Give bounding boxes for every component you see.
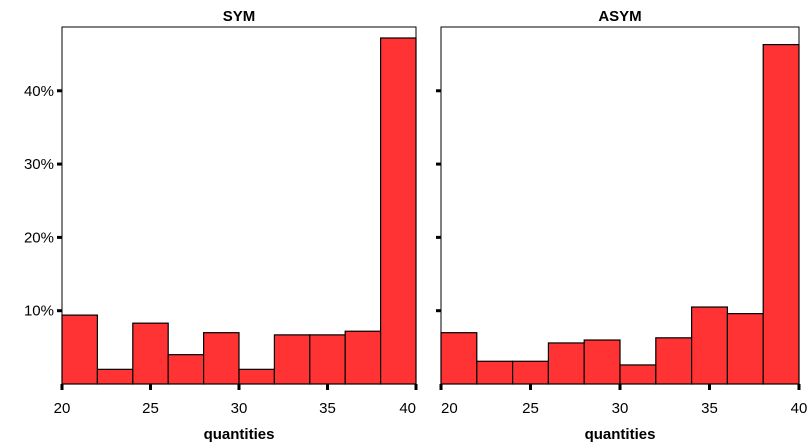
y-tick-label: 10% — [24, 303, 54, 320]
histogram-bar — [273, 334, 311, 385]
x-tick-label: 30 — [231, 400, 248, 417]
histogram-bar — [380, 37, 417, 385]
histogram-bar — [167, 354, 205, 385]
y-tick-label: 40% — [24, 83, 54, 100]
x-tick-label: 35 — [701, 400, 718, 417]
x-tick-label: 20 — [54, 400, 71, 417]
x-axis-label: quantities — [585, 426, 656, 443]
x-tick-label: 20 — [441, 400, 458, 417]
histogram-bar — [511, 360, 549, 385]
chart-title: SYM — [223, 8, 256, 25]
histogram-bar — [655, 337, 693, 385]
histogram-bar — [344, 330, 382, 385]
histogram-bar — [762, 43, 800, 385]
x-tick-label: 40 — [791, 400, 808, 417]
x-tick-label: 25 — [522, 400, 539, 417]
histogram-bar — [547, 342, 585, 385]
histogram-bar — [619, 364, 657, 385]
histogram-bar — [583, 339, 621, 385]
y-tick-label: 30% — [24, 156, 54, 173]
histogram-bar — [132, 322, 169, 385]
histogram-bar — [203, 332, 240, 385]
x-tick-label: 35 — [319, 400, 336, 417]
plot-frame — [61, 26, 417, 385]
chart-panel-1: SYM 10% 20% 30% 40% 20 25 30 35 40 quantities — [24, 8, 418, 443]
histogram-bar — [96, 368, 134, 385]
histogram-bar — [61, 314, 99, 385]
histogram-bar — [440, 332, 478, 385]
y-tick-label: 20% — [24, 229, 54, 246]
histogram-bar — [476, 360, 514, 385]
histogram-bar — [309, 334, 346, 385]
x-axis-label: quantities — [204, 426, 275, 443]
histogram-bar — [726, 313, 764, 385]
histogram-bar — [238, 368, 276, 385]
chart-panel-2: ASYM 20 25 30 35 40 quantities — [436, 8, 807, 443]
histogram-bar — [690, 306, 728, 385]
x-tick-label: 25 — [142, 400, 159, 417]
x-tick-label: 40 — [399, 400, 416, 417]
x-tick-label: 30 — [612, 400, 629, 417]
chart-title: ASYM — [598, 8, 641, 25]
